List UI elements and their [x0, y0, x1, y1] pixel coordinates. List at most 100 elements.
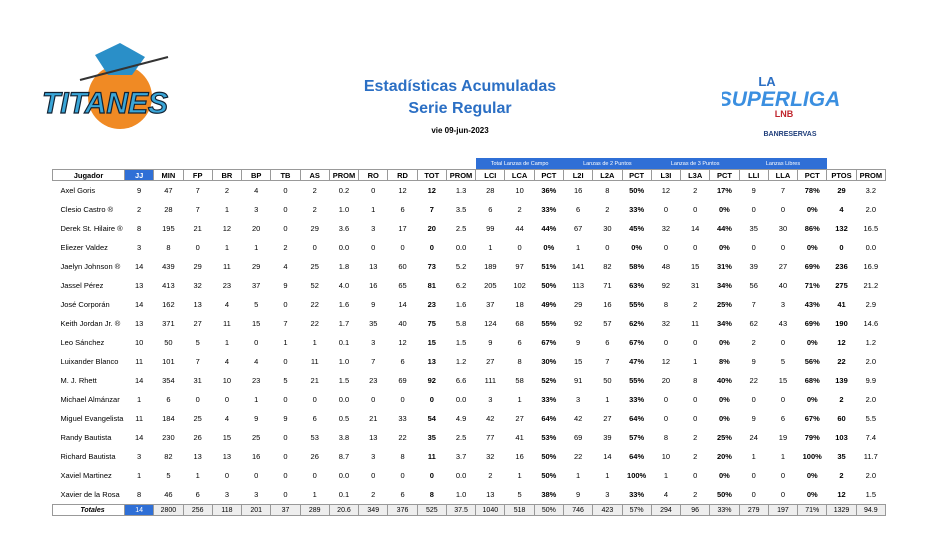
- cell: 7.4: [865, 433, 877, 442]
- cell: 23: [369, 376, 378, 385]
- cell: 6: [400, 205, 405, 214]
- cell: 0: [663, 205, 668, 214]
- cell: 0: [605, 243, 610, 252]
- cell: 67: [573, 224, 583, 233]
- cell: 33%: [629, 205, 645, 214]
- cell: 16: [515, 452, 524, 461]
- cell: 53%: [541, 433, 557, 442]
- cell: 0: [283, 300, 288, 309]
- column-header: RD: [387, 169, 418, 181]
- cell: 4: [283, 262, 288, 271]
- column-header: PCT: [709, 169, 740, 181]
- cell: 29: [252, 262, 261, 271]
- cell: 28: [164, 205, 173, 214]
- column-header: RO: [358, 169, 389, 181]
- cell: 0%: [806, 395, 818, 404]
- cell: 0: [283, 357, 288, 366]
- player-name: Leo Sánchez: [60, 338, 105, 347]
- cell: 17%: [716, 186, 732, 195]
- cell: 21: [310, 376, 319, 385]
- cell: 2.0: [865, 471, 877, 480]
- cell: 4: [254, 357, 259, 366]
- cell: 6: [195, 490, 200, 499]
- cell: 1.5: [865, 490, 877, 499]
- cell: 5: [780, 357, 786, 366]
- cell: 2: [693, 300, 698, 309]
- cell: 9: [371, 300, 376, 309]
- cell: 2: [371, 490, 376, 499]
- cell: 50%: [629, 186, 645, 195]
- cell: 0: [400, 395, 405, 404]
- totals-row: Totales 14 2800 256 118 201 37 289 20.6 349 376 525…: [52, 504, 887, 516]
- cell: 24: [749, 433, 758, 442]
- cell: 42: [573, 414, 583, 423]
- cell: 3: [137, 452, 142, 461]
- cell: 0: [224, 395, 230, 404]
- cell: 21: [193, 224, 202, 233]
- cell: 9: [137, 186, 142, 195]
- player-name: Xaviel Martinez: [60, 471, 112, 480]
- cell: 78%: [804, 186, 820, 195]
- cell: 11: [691, 319, 700, 328]
- cell: 0: [663, 243, 668, 252]
- cell: 236: [835, 262, 848, 271]
- cell: 0: [693, 338, 698, 347]
- cell: 32: [193, 281, 202, 290]
- cell: 11: [135, 414, 144, 423]
- cell: 0: [693, 395, 698, 404]
- cell: 58%: [629, 262, 645, 271]
- cell: 1: [312, 338, 317, 347]
- cell: 0: [254, 471, 259, 480]
- cell: 2: [693, 490, 698, 499]
- cell: 17: [398, 224, 407, 233]
- cell: 13: [369, 262, 378, 271]
- cell: 0: [312, 471, 317, 480]
- player-name: Derek St. Hilaire ®: [60, 224, 123, 233]
- cell: 11: [427, 452, 436, 461]
- cell: 12: [398, 338, 407, 347]
- cell: 71%: [804, 281, 820, 290]
- cell: 1: [254, 243, 259, 252]
- cell: 113: [572, 281, 585, 290]
- cell: 1: [488, 243, 493, 252]
- cell: 195: [162, 224, 175, 233]
- cell: 2: [839, 395, 844, 404]
- cell: 35: [369, 319, 378, 328]
- cell: 15: [573, 357, 583, 366]
- cell: 0: [400, 471, 405, 480]
- cell: 7: [605, 357, 610, 366]
- cell: 35: [749, 224, 758, 233]
- cell: 0: [283, 452, 288, 461]
- cell: 100%: [627, 471, 647, 480]
- cell: 0: [224, 471, 230, 480]
- cell: 4: [224, 414, 230, 423]
- cell: 41: [837, 300, 846, 309]
- player-name: Miguel Evangelista: [60, 414, 124, 423]
- cell: 28: [486, 186, 495, 195]
- cell: 0: [663, 414, 668, 423]
- column-header: PROM: [328, 169, 360, 181]
- cell: 44%: [716, 224, 732, 233]
- cell: 37: [252, 281, 261, 290]
- cell: 5: [195, 338, 200, 347]
- cell: 53: [310, 433, 319, 442]
- group-header: Lanzas de 3 Puntos: [651, 158, 740, 170]
- cell: 1.5: [338, 376, 350, 385]
- cell: 11: [223, 262, 231, 271]
- cell: 5.8: [455, 319, 467, 328]
- cell: 1.0: [455, 490, 467, 499]
- cell: 5: [166, 471, 171, 480]
- cell: 92: [573, 319, 583, 328]
- cell: 6: [605, 338, 610, 347]
- cell: 3: [371, 452, 376, 461]
- column-header: TB: [270, 169, 301, 181]
- cell: 20.6: [328, 504, 360, 516]
- cell: 0: [663, 395, 668, 404]
- cell: 1.6: [338, 300, 350, 309]
- cell: 15: [691, 262, 700, 271]
- cell: 3.6: [338, 224, 350, 233]
- cell: 184: [162, 414, 175, 423]
- cell: 25%: [716, 433, 732, 442]
- cell: 3.7: [455, 452, 467, 461]
- cell: 69: [398, 376, 407, 385]
